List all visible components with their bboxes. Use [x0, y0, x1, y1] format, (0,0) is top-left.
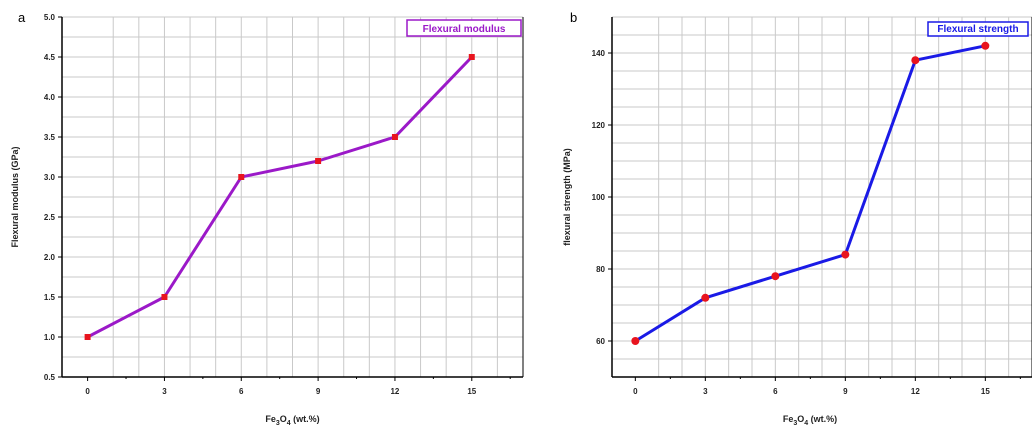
y-tick-label: 80 — [596, 265, 605, 274]
y-tick-label: 120 — [592, 121, 606, 130]
x-tick-label: 3 — [162, 387, 167, 396]
series-line — [634, 44, 986, 343]
panel-letter: a — [18, 10, 26, 25]
y-tick-label: 60 — [596, 337, 605, 346]
data-point-marker — [701, 293, 710, 302]
x-axis-title-part: (wt.%) — [291, 414, 320, 424]
x-axis-title-part: O — [797, 414, 804, 424]
x-tick-label: 6 — [773, 387, 778, 396]
legend-label: Flexural modulus — [423, 24, 506, 35]
y-tick-label: 3.0 — [44, 173, 56, 182]
y-tick-label: 4.0 — [44, 93, 56, 102]
x-axis-title-part: (wt.%) — [808, 414, 837, 424]
x-tick-label: 9 — [843, 387, 848, 396]
legend-box — [406, 19, 522, 37]
x-axis-title-part: Fe — [265, 414, 276, 424]
chart-panel-a: a 0 3 6 9 12 15 0.5 1.0 1.5 2.0 2.5 3.0 3.5 4.0 4.5 5.0 F… — [10, 10, 524, 427]
y-tick-label: 4.5 — [44, 53, 56, 62]
legend-label: Flexural strength — [937, 24, 1018, 35]
data-point-marker — [238, 174, 245, 180]
data-point-marker — [841, 250, 850, 259]
data-point-marker — [468, 54, 475, 60]
x-tick-label: 12 — [390, 387, 399, 396]
y-tick-label: 100 — [592, 193, 606, 202]
data-point-marker — [161, 294, 168, 300]
x-axis-title: Fe3O4 (wt.%) — [783, 414, 837, 427]
x-axis-title-part: Fe — [783, 414, 794, 424]
y-axis-title: flexural strength (MPa) — [562, 148, 572, 246]
x-axis-title-part: 4 — [287, 420, 291, 427]
x-tick-label: 12 — [911, 387, 920, 396]
panel-letter: b — [570, 10, 577, 25]
y-tick-label: 1.0 — [44, 333, 56, 342]
x-tick-label: 9 — [316, 387, 321, 396]
data-point-marker — [631, 337, 640, 345]
data-point-marker — [84, 334, 91, 340]
y-tick-label: 3.5 — [44, 133, 56, 142]
y-tick-label: 1.5 — [44, 293, 56, 302]
y-tick-label: 2.5 — [44, 213, 56, 222]
y-tick-label: 0.5 — [44, 373, 56, 382]
x-tick-label: 15 — [467, 387, 476, 396]
y-tick-label: 5.0 — [44, 13, 56, 22]
y-tick-label: 2.0 — [44, 253, 56, 262]
data-point-marker — [771, 272, 780, 281]
data-point-marker — [391, 134, 398, 140]
x-tick-label: 0 — [633, 387, 638, 396]
x-tick-label: 3 — [703, 387, 708, 396]
x-tick-label: 0 — [85, 387, 90, 396]
x-axis-title-part: 3 — [276, 420, 280, 427]
y-axis-title: Flexural modulus (GPa) — [10, 146, 20, 247]
series-line — [86, 55, 473, 339]
x-axis-title-part: O — [280, 414, 287, 424]
data-point-marker — [315, 158, 322, 164]
x-tick-label: 15 — [981, 387, 990, 396]
data-point-marker — [981, 41, 990, 50]
x-axis-title-part: 4 — [804, 420, 808, 427]
x-axis-title: Fe3O4 (wt.%) — [265, 414, 319, 427]
x-tick-label: 6 — [239, 387, 244, 396]
data-point-marker — [911, 56, 920, 65]
legend-box — [927, 21, 1029, 37]
y-tick-label: 140 — [592, 49, 606, 58]
x-axis-title-part: 3 — [793, 420, 797, 427]
